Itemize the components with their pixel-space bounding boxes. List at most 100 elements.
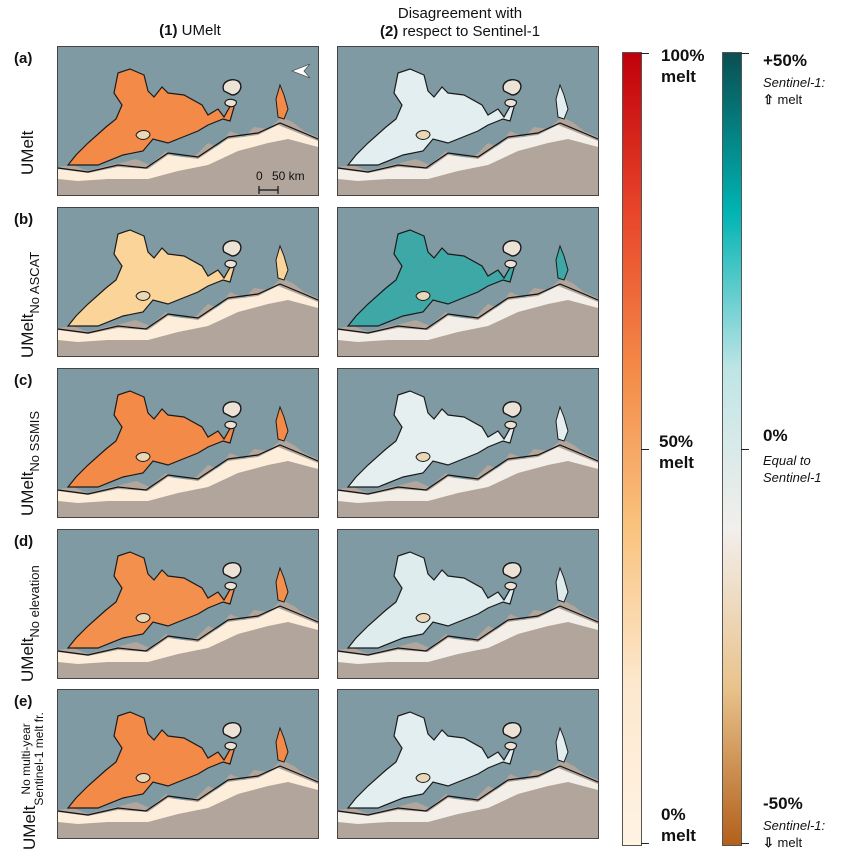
- coastal-margin: [338, 286, 598, 342]
- island: [135, 773, 151, 783]
- diff-colorbar: [722, 52, 742, 846]
- island: [224, 98, 237, 108]
- coastline: [338, 765, 598, 816]
- ice-shelf: [346, 711, 515, 809]
- melt-bottom-value: 0%: [661, 805, 686, 824]
- umelt-map-b: [57, 207, 319, 357]
- diff-bottom-note: Sentinel-1:: [763, 818, 826, 833]
- diff-top-note: Sentinel-1:: [763, 75, 826, 90]
- column-title-umelt: (1) UMelt: [60, 22, 320, 40]
- island: [222, 240, 242, 257]
- diff-tick-top: [741, 53, 749, 54]
- island: [135, 613, 151, 623]
- coastal-margin: [338, 768, 598, 824]
- ice-shelf: [346, 390, 515, 488]
- coastline: [58, 122, 318, 173]
- coastline: [58, 444, 318, 495]
- melt-top-unit: melt: [661, 67, 696, 86]
- coastline: [58, 765, 318, 816]
- column-number: (2): [379, 23, 399, 40]
- antarctic-peninsula-map: 0 50 km: [58, 47, 318, 195]
- antarctic-peninsula-map: [338, 530, 598, 678]
- island: [415, 130, 431, 140]
- diff-colorbar-mid-value: 0%: [763, 426, 788, 445]
- ice-shelf-east: [275, 405, 289, 442]
- coastal-margin: [58, 447, 318, 503]
- down-arrow-icon: ⇩: [763, 835, 774, 850]
- diff-colorbar-bottom-value: -50%: [763, 794, 803, 813]
- diff-tick-bottom: [741, 843, 749, 844]
- row-label-b: UMeltNo ASCAT: [18, 252, 42, 358]
- coastline: [338, 122, 598, 173]
- melt-bottom-unit: melt: [661, 826, 696, 845]
- island: [504, 98, 517, 108]
- island: [502, 79, 522, 96]
- ice-shelf-east: [555, 726, 569, 763]
- column-title-line1: Disagreement with: [397, 5, 523, 22]
- column-title-text: UMelt: [181, 22, 221, 39]
- melt-mid-unit: melt: [659, 453, 694, 472]
- row-label-d: UMeltNo elevation: [18, 565, 42, 682]
- row-label-text: UMelt: [18, 130, 37, 175]
- ice-shelf-east: [275, 83, 289, 120]
- row-label-text: UMelt: [18, 637, 37, 682]
- diff-mid-note1: Equal to: [763, 453, 811, 468]
- ice-shelf: [66, 68, 235, 166]
- row-label-c: UMeltNo SSMIS: [18, 411, 42, 516]
- melt-mid-value: 50%: [659, 432, 694, 451]
- panel-letter-d: (d): [14, 533, 34, 550]
- antarctic-peninsula-map: [58, 369, 318, 517]
- panel-letter-a: (a): [14, 50, 33, 67]
- ice-shelf-east: [555, 83, 569, 120]
- island: [504, 420, 517, 430]
- column-title-disagreement: Disagreement with (2) respect to Sentine…: [330, 5, 590, 41]
- coastline: [338, 444, 598, 495]
- coastline: [58, 605, 318, 656]
- panel-letter-e: (e): [14, 693, 33, 710]
- diff-bottom-note2: melt: [777, 835, 803, 850]
- island: [224, 420, 237, 430]
- row-label-sub-line2: Sentinel-1 melt fr.: [32, 712, 46, 806]
- column-title-line2: respect to Sentinel-1: [402, 23, 541, 40]
- disagreement-map-a: [337, 46, 599, 196]
- coastal-margin: [58, 286, 318, 342]
- column-number: (1): [159, 22, 178, 39]
- disagreement-map-d: [337, 529, 599, 679]
- ice-shelf-east: [275, 244, 289, 281]
- melt-tick-bottom: [641, 843, 649, 844]
- diff-top-note2: melt: [777, 92, 803, 107]
- island: [224, 259, 237, 269]
- antarctic-peninsula-map: [58, 530, 318, 678]
- umelt-map-e: [57, 689, 319, 839]
- north-arrow-icon: [290, 63, 311, 79]
- umelt-map-a: 0 50 km: [57, 46, 319, 196]
- island: [502, 401, 522, 418]
- row-label-sub-line1: No multi-year: [19, 723, 33, 795]
- diff-colorbar-top-note: Sentinel-1: ⇧ melt: [763, 74, 825, 108]
- row-label-sub: No ASCAT: [27, 251, 42, 314]
- antarctic-peninsula-map: [338, 369, 598, 517]
- ice-shelf-east: [275, 726, 289, 763]
- coastal-margin: [338, 608, 598, 664]
- island: [224, 581, 237, 591]
- disagreement-map-e: [337, 689, 599, 839]
- ice-shelf: [66, 390, 235, 488]
- umelt-map-c: [57, 368, 319, 518]
- diff-colorbar-top-value: +50%: [763, 51, 807, 70]
- island: [502, 562, 522, 579]
- row-label-text: UMelt: [18, 471, 37, 516]
- melt-top-value: 100%: [661, 46, 705, 65]
- island: [222, 722, 242, 739]
- island: [415, 452, 431, 462]
- melt-colorbar-bottom-label: 0% melt: [661, 804, 696, 846]
- ice-shelf: [66, 229, 235, 327]
- coastal-margin: [58, 608, 318, 664]
- ice-shelf-east: [275, 566, 289, 603]
- coastal-margin: [338, 447, 598, 503]
- diff-mid-note2: Sentinel-1: [763, 470, 822, 485]
- island: [415, 773, 431, 783]
- antarctic-peninsula-map: [338, 690, 598, 838]
- ice-shelf-east: [555, 405, 569, 442]
- island: [504, 581, 517, 591]
- ice-shelf-east: [555, 244, 569, 281]
